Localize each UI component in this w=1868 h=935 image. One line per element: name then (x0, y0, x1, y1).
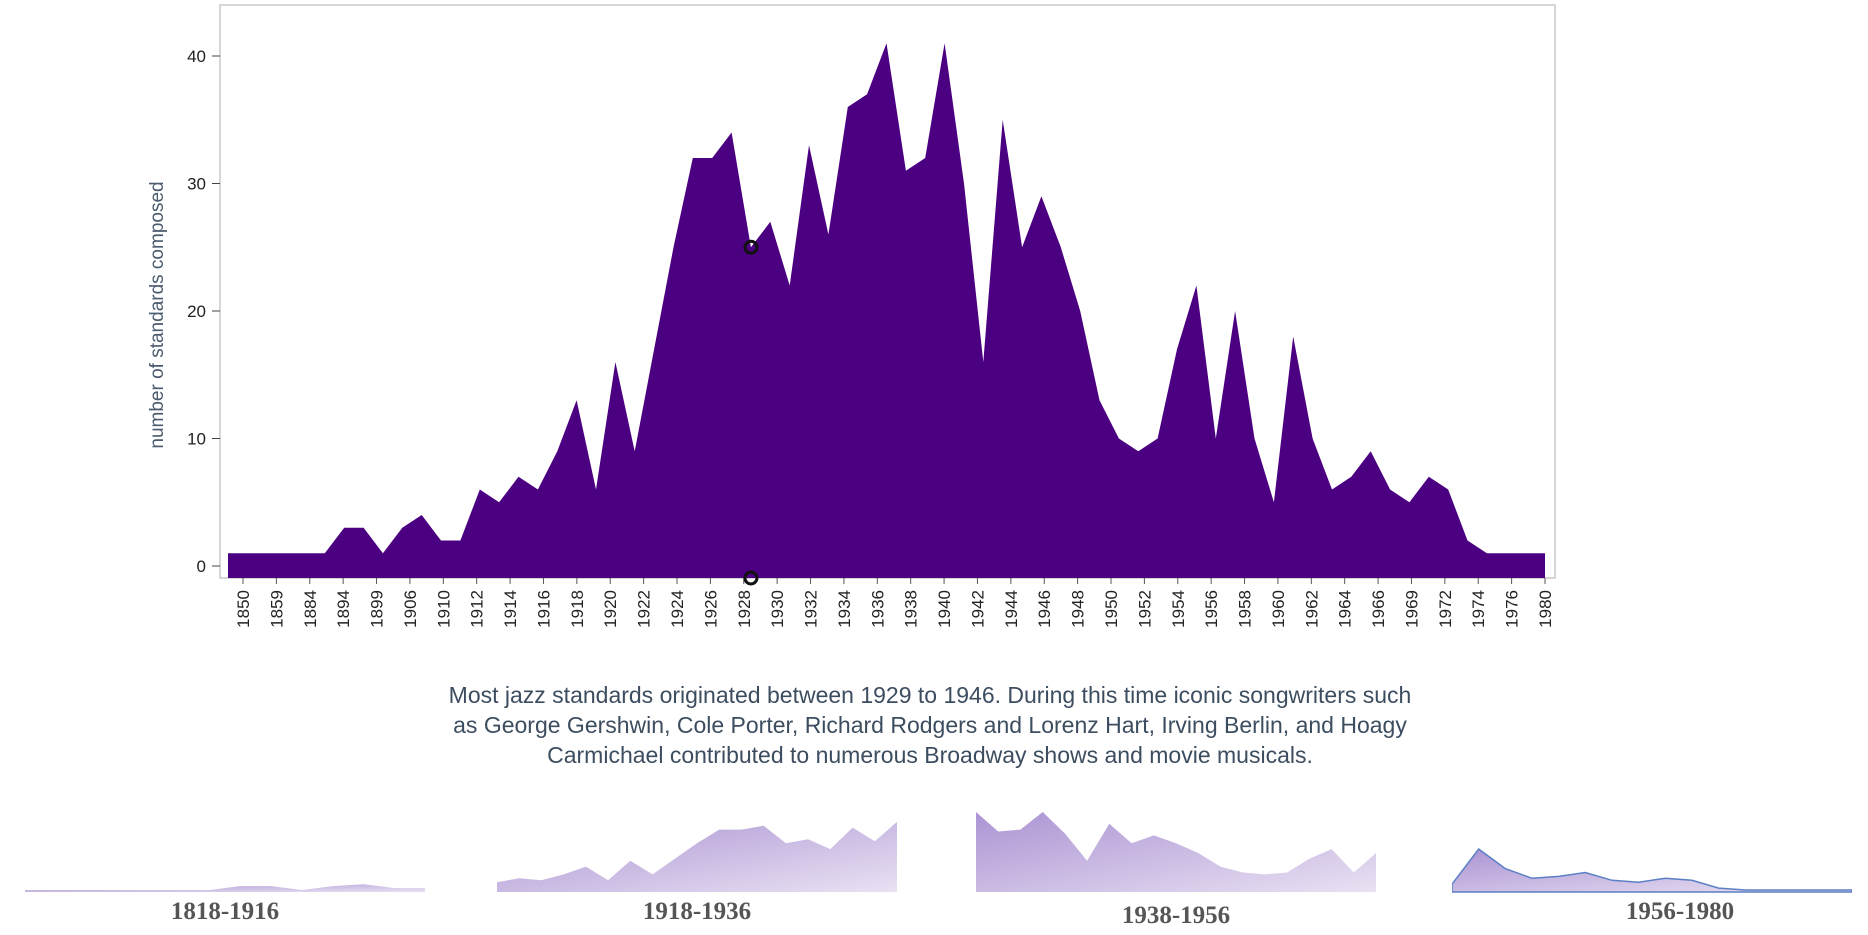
chart-caption: Most jazz standards originated between 1… (448, 682, 1412, 768)
x-tick-label: 1962 (1302, 590, 1321, 628)
mini-chart-1918-1936 (497, 821, 897, 892)
mini-chart-1938-1956 (976, 812, 1376, 892)
x-tick-label: 1946 (1035, 590, 1054, 628)
area-series (228, 43, 1545, 579)
x-tick-label: 1922 (635, 590, 654, 628)
mini-area-path (25, 884, 425, 892)
x-tick-label: 1920 (601, 590, 620, 628)
x-tick-label: 1894 (334, 590, 353, 628)
x-tick-label: 1926 (701, 590, 720, 628)
hover-point[interactable] (743, 239, 759, 255)
main-area-chart: 0 10 20 30 40 1850 1859 1884 1894 1899 1906 1910 19… (147, 4, 1556, 628)
x-tick-label: 1906 (401, 590, 420, 628)
x-tick-label: 1980 (1536, 590, 1555, 628)
mini-label-1938-1956: 1938-1956 (1121, 902, 1231, 929)
y-tick-label: 10 (187, 430, 206, 449)
x-tick-label: 1969 (1402, 590, 1421, 628)
x-tick-label: 1936 (868, 590, 887, 628)
x-tick-label: 1910 (434, 590, 453, 628)
x-tick-label: 1934 (835, 590, 854, 628)
x-tick-label: 1928 (735, 590, 754, 628)
x-tick-label: 1932 (802, 590, 821, 628)
x-tick-label: 1899 (368, 590, 387, 628)
mini-label-1818-1916: 1818-1916 (170, 898, 280, 925)
y-tick-label: 20 (187, 302, 206, 321)
mini-area-path (497, 821, 897, 892)
x-tick-label: 1952 (1135, 590, 1154, 628)
x-tick-label: 1912 (468, 590, 487, 628)
y-axis-label: number of standards composed (147, 181, 168, 448)
area-path (228, 43, 1545, 579)
x-tick-label: 1948 (1069, 590, 1088, 628)
x-tick-label: 1942 (968, 590, 987, 628)
x-tick-label: 1964 (1336, 590, 1355, 628)
hover-baseline-point[interactable] (743, 570, 759, 586)
x-tick-label: 1960 (1269, 590, 1288, 628)
mini-label-1956-1980: 1956-1980 (1625, 898, 1735, 925)
x-tick-label: 1914 (501, 590, 520, 628)
mini-chart-1818-1916 (25, 884, 425, 892)
x-tick-label: 1954 (1169, 590, 1188, 628)
x-tick-label: 1950 (1102, 590, 1121, 628)
x-tick-label: 1938 (902, 590, 921, 628)
y-axis: 0 10 20 30 40 (187, 47, 220, 576)
x-tick-label: 1918 (568, 590, 587, 628)
x-tick-label: 1958 (1236, 590, 1255, 628)
mini-area-path (1452, 848, 1852, 893)
x-tick-label: 1930 (768, 590, 787, 628)
x-tick-label: 1916 (534, 590, 553, 628)
x-tick-label: 1884 (301, 590, 320, 628)
x-tick-label: 1976 (1503, 590, 1522, 628)
mini-area-path (976, 812, 1376, 892)
x-tick-label: 1956 (1202, 590, 1221, 628)
y-tick-label: 0 (197, 557, 206, 576)
x-tick-label: 1850 (234, 590, 253, 628)
x-tick-label: 1940 (935, 590, 954, 628)
x-tick-label: 1974 (1469, 590, 1488, 628)
mini-label-1918-1936: 1918-1936 (642, 898, 752, 925)
x-axis: 1850 1859 1884 1894 1899 1906 1910 1912 1914 1916… (234, 578, 1555, 628)
x-tick-label: 1924 (668, 590, 687, 628)
x-tick-label: 1966 (1369, 590, 1388, 628)
hover-markers (743, 239, 759, 586)
x-tick-label: 1859 (267, 590, 286, 628)
x-tick-label: 1944 (1002, 590, 1021, 628)
x-tick-label: 1972 (1436, 590, 1455, 628)
y-tick-label: 30 (187, 175, 206, 194)
y-tick-label: 40 (187, 47, 206, 66)
mini-chart-1956-1980 (1452, 848, 1852, 893)
